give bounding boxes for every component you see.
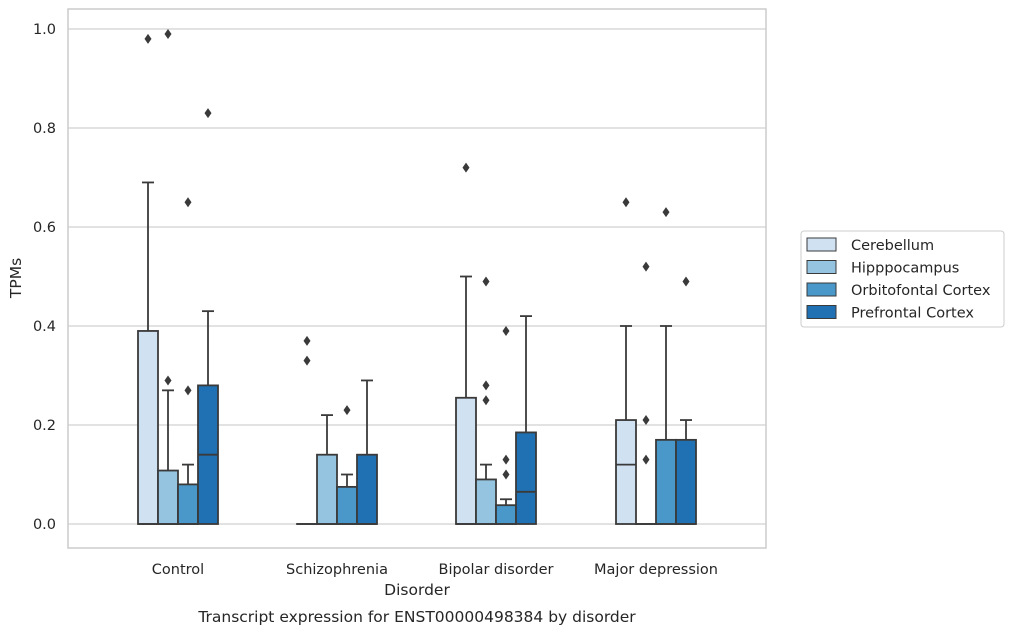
outlier-point (184, 385, 192, 396)
outlier-point (204, 108, 212, 119)
outlier-point (144, 33, 152, 44)
outlier-point (164, 375, 172, 386)
legend-label: Orbitofontal Cortex (851, 283, 991, 299)
box-hipppocampus (635, 261, 657, 525)
outlier-point (482, 380, 490, 391)
box-body (455, 396, 477, 525)
outlier-point (642, 415, 650, 426)
box-cerebellum (296, 335, 318, 525)
box-body (675, 438, 697, 525)
box-cerebellum (455, 162, 477, 525)
box-body (157, 469, 179, 525)
box-orbitofontal-cortex (336, 405, 358, 525)
outlier-point (622, 197, 630, 208)
box-cerebellum (615, 197, 637, 525)
box-body (655, 438, 677, 525)
box-body (177, 483, 199, 525)
box-prefrontal-cortex (197, 108, 219, 525)
legend-swatch (806, 237, 837, 252)
outlier-point (642, 454, 650, 465)
outlier-point (682, 276, 690, 287)
y-tick-labels: 0.0 0.2 0.4 0.6 0.8 1.0 (33, 22, 56, 533)
x-tick-label: Schizophrenia (286, 562, 388, 578)
outlier-point (343, 405, 351, 416)
chart-caption: Transcript expression for ENST0000049838… (197, 608, 636, 626)
y-tick-label: 0.6 (33, 220, 56, 236)
outlier-point (482, 276, 490, 287)
box-prefrontal-cortex (515, 315, 537, 525)
box-body (356, 453, 378, 525)
x-tick-labels: Control Schizophrenia Bipolar disorder Majo… (152, 562, 718, 578)
legend-label: Hipppocampus (851, 261, 959, 277)
legend-swatch (806, 305, 837, 319)
box-hipppocampus (316, 414, 338, 525)
legend-swatch (806, 282, 837, 297)
box-prefrontal-cortex (356, 379, 378, 525)
box-orbitofontal-cortex (655, 207, 677, 525)
plot-boxes (137, 28, 697, 525)
box-prefrontal-cortex (675, 276, 697, 525)
outlier-point (502, 454, 510, 465)
box-body (316, 453, 338, 525)
box-hipppocampus (157, 28, 179, 525)
outlier-point (642, 261, 650, 272)
outlier-point (303, 335, 311, 346)
x-tick-label: Major depression (594, 562, 718, 578)
outlier-point (662, 207, 670, 218)
y-tick-label: 0.2 (33, 418, 56, 434)
legend-label: Prefrontal Cortex (851, 306, 974, 322)
x-tick-label: Bipolar disorder (439, 562, 554, 578)
outlier-point (462, 162, 470, 173)
legend-frame (800, 230, 1005, 328)
legend: Cerebellum Hipppocampus Orbitofontal Corte… (800, 230, 1005, 328)
y-tick-label: 0.0 (33, 517, 56, 533)
legend-swatch (806, 260, 837, 274)
x-axis-title: Disorder (384, 581, 450, 599)
outlier-point (303, 355, 311, 366)
legend-label: Cerebellum (851, 238, 934, 254)
outlier-point (502, 469, 510, 480)
box-orbitofontal-cortex (177, 197, 199, 525)
outlier-point (502, 325, 510, 336)
box-body (515, 431, 537, 525)
outlier-point (482, 395, 490, 406)
y-tick-label: 0.8 (33, 121, 56, 137)
x-tick-label: Control (152, 562, 204, 578)
box-body (615, 419, 637, 525)
outlier-point (164, 28, 172, 39)
box-body (137, 330, 159, 525)
y-axis-title: TPMs (7, 258, 25, 299)
box-orbitofontal-cortex (495, 325, 517, 525)
box-body (336, 485, 358, 525)
outlier-point (184, 197, 192, 208)
box-body (495, 504, 517, 525)
plot-frame (67, 8, 767, 549)
y-tick-label: 0.4 (33, 319, 56, 335)
box-cerebellum (137, 33, 159, 525)
box-hipppocampus (475, 276, 497, 525)
y-tick-label: 1.0 (33, 22, 56, 38)
box-body (475, 478, 497, 525)
